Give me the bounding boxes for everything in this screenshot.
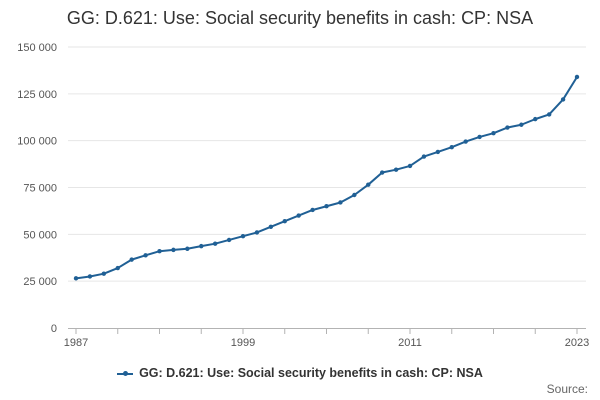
- y-tick-label: 150 000: [17, 42, 57, 54]
- data-point: [171, 247, 176, 253]
- data-point: [282, 219, 287, 224]
- data-point: [87, 274, 93, 279]
- data-point: [338, 200, 343, 205]
- data-point: [435, 149, 441, 155]
- data-point: [560, 97, 566, 102]
- data-point: [240, 234, 246, 239]
- data-point: [115, 265, 120, 271]
- data-point: [505, 125, 510, 130]
- y-tick-label: 125 000: [17, 89, 57, 101]
- data-point: [129, 257, 134, 262]
- x-tick-label: 1999: [231, 337, 255, 349]
- legend-marker: [117, 370, 134, 376]
- data-point: [254, 230, 260, 235]
- series-line: [75, 76, 578, 280]
- data-point: [352, 192, 357, 198]
- data-point: [310, 207, 315, 213]
- data-point: [73, 276, 79, 281]
- data-point: [379, 170, 385, 175]
- data-point: [477, 134, 482, 140]
- chart-title: GG: D.621: Use: Social security benefits…: [66, 8, 534, 28]
- data-point: [324, 204, 329, 209]
- data-point: [407, 163, 413, 169]
- data-point: [421, 154, 427, 159]
- y-tick-label: 100 000: [17, 136, 57, 148]
- data-point: [157, 248, 162, 254]
- data-point: [546, 112, 552, 117]
- x-tick-label: 2011: [398, 337, 422, 349]
- data-point: [533, 116, 538, 122]
- x-tick-label: 1987: [64, 337, 88, 349]
- y-tick-label: 0: [51, 323, 57, 335]
- data-point: [143, 253, 148, 258]
- data-point: [491, 130, 496, 136]
- data-point: [393, 167, 399, 172]
- data-series: [73, 74, 580, 281]
- data-point: [449, 145, 454, 150]
- source-label: Source:: [546, 382, 588, 396]
- data-point: [226, 237, 232, 243]
- data-point: [366, 182, 371, 187]
- y-tick-label: 25 000: [23, 276, 57, 288]
- legend-label: GG: D.621: Use: Social security benefits…: [139, 366, 483, 380]
- data-point: [574, 74, 580, 80]
- y-tick-label: 50 000: [23, 229, 57, 241]
- data-point: [199, 243, 204, 249]
- legend[interactable]: GG: D.621: Use: Social security benefits…: [0, 366, 600, 380]
- data-point: [296, 213, 301, 218]
- data-point: [463, 139, 468, 144]
- y-axis: 0 25 000 50 000 75 000 100 000 125 000 150 000: [17, 42, 57, 335]
- x-tick-label: 2023: [565, 337, 589, 349]
- y-tick-label: 75 000: [23, 183, 57, 195]
- data-point: [185, 246, 190, 251]
- data-point: [212, 241, 218, 246]
- data-point: [519, 122, 524, 127]
- gridlines: [68, 46, 586, 282]
- data-point: [268, 224, 274, 230]
- data-point: [101, 271, 107, 276]
- x-axis: 1987 1999 2011 2023: [64, 328, 589, 349]
